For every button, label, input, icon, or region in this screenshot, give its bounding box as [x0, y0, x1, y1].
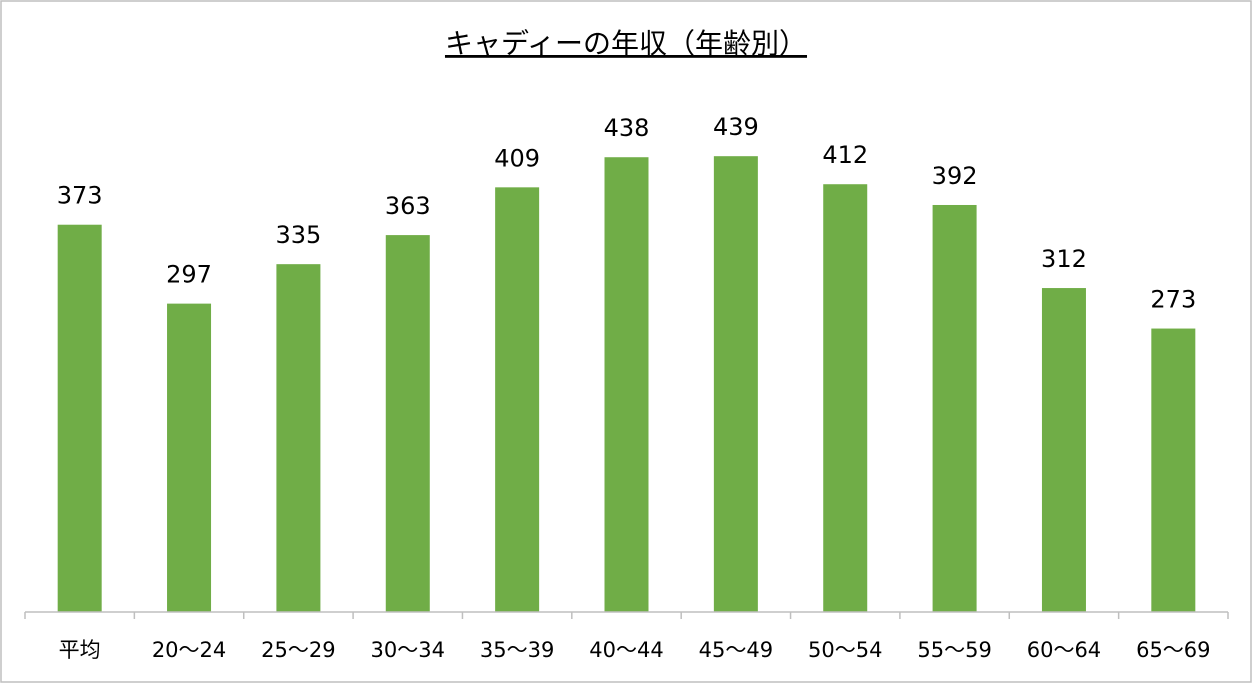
bar [167, 303, 212, 612]
bar [713, 156, 758, 612]
value-label: 409 [494, 144, 540, 172]
bar [932, 204, 977, 612]
x-tick-label: 20〜24 [152, 638, 226, 662]
bar [385, 235, 430, 612]
x-tick-label: 60〜64 [1027, 638, 1101, 662]
x-tick-label: 45〜49 [699, 638, 773, 662]
value-label: 412 [822, 141, 868, 169]
bar [1041, 288, 1086, 612]
value-label: 438 [604, 114, 650, 142]
x-tick-label: 30〜34 [371, 638, 445, 662]
value-label: 312 [1041, 245, 1087, 273]
x-tick-label: 50〜54 [808, 638, 882, 662]
bar [57, 224, 102, 612]
bar [823, 184, 868, 612]
value-label: 335 [276, 221, 322, 249]
x-tick-label: 55〜59 [917, 638, 991, 662]
x-tick-label: 平均 [59, 638, 101, 662]
x-tick-label: 35〜39 [480, 638, 554, 662]
value-label: 273 [1150, 286, 1196, 314]
value-label: 363 [385, 192, 431, 220]
bar [1151, 328, 1196, 612]
x-tick-label: 65〜69 [1136, 638, 1210, 662]
bar [495, 187, 540, 612]
value-label: 392 [932, 162, 978, 190]
x-tick-label: 40〜44 [589, 638, 663, 662]
value-label: 439 [713, 113, 759, 141]
value-label: 373 [57, 182, 103, 210]
chart-title: キャディーの年収（年齢別） [445, 27, 807, 60]
x-tick-label: 25〜29 [261, 638, 335, 662]
value-label: 297 [166, 261, 212, 289]
bar [276, 264, 321, 612]
bar [604, 157, 649, 612]
